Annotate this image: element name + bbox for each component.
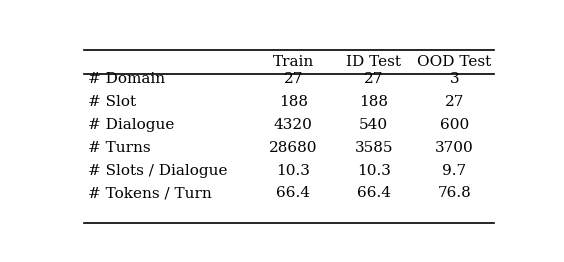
Text: Train: Train: [272, 55, 314, 69]
Text: 188: 188: [359, 95, 388, 109]
Text: 10.3: 10.3: [357, 163, 391, 178]
Text: 540: 540: [359, 118, 389, 132]
Text: 27: 27: [284, 72, 303, 86]
Text: # Tokens / Turn: # Tokens / Turn: [88, 187, 212, 200]
Text: 188: 188: [279, 95, 308, 109]
Text: 27: 27: [444, 95, 464, 109]
Text: 3700: 3700: [435, 141, 474, 155]
Text: # Turns: # Turns: [88, 141, 151, 155]
Text: # Dialogue: # Dialogue: [88, 118, 174, 132]
Text: 9.7: 9.7: [442, 163, 466, 178]
Text: 28680: 28680: [269, 141, 318, 155]
Text: 66.4: 66.4: [357, 187, 391, 200]
Text: # Domain: # Domain: [88, 72, 165, 86]
Text: # Slots / Dialogue: # Slots / Dialogue: [88, 163, 227, 178]
Text: 76.8: 76.8: [437, 187, 471, 200]
Text: # Slot: # Slot: [88, 95, 136, 109]
Text: 3585: 3585: [355, 141, 393, 155]
Text: 27: 27: [364, 72, 384, 86]
Text: ID Test: ID Test: [346, 55, 401, 69]
Text: 3: 3: [450, 72, 459, 86]
Text: OOD Test: OOD Test: [417, 55, 491, 69]
Text: 600: 600: [439, 118, 469, 132]
Text: 4320: 4320: [274, 118, 312, 132]
Text: 66.4: 66.4: [276, 187, 310, 200]
Text: 10.3: 10.3: [276, 163, 310, 178]
